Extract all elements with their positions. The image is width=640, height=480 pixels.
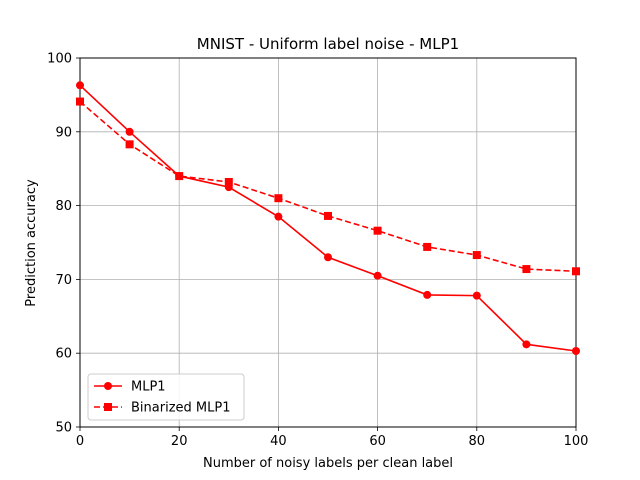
data-point [373,271,382,280]
y-tick-label: 100 [47,52,72,67]
y-tick-label: 60 [55,347,72,362]
data-point [522,340,531,349]
y-tick-label: 90 [55,125,72,140]
data-point [373,226,382,235]
data-point [572,267,580,276]
data-point [423,242,432,251]
x-tick-label: 80 [469,434,486,449]
data-point [274,212,283,221]
data-point [224,177,233,186]
x-tick-label: 60 [369,434,386,449]
x-tick-label: 20 [171,434,188,449]
legend-label: Binarized MLP1 [131,401,230,416]
chart-title: MNIST - Uniform label noise - MLP1 [197,35,459,53]
data-point [572,346,580,355]
data-point [522,265,531,274]
x-axis-title: Number of noisy labels per clean label [203,456,453,471]
legend: MLP1 Binarized MLP1 [87,373,245,421]
y-axis-title: Prediction accuracy [24,179,39,307]
legend-item: MLP1 [94,380,166,395]
data-point [125,140,134,149]
data-point [324,211,332,220]
series-binarized-mlp1 [76,97,580,276]
series-line [79,100,577,273]
y-tick-label: 80 [55,199,72,214]
data-point [274,194,283,203]
legend-label: MLP1 [131,380,166,395]
data-point [472,291,481,300]
data-point [125,127,134,136]
grid-lines [79,57,577,428]
x-tick-label: 0 [76,434,84,449]
data-point [76,97,84,106]
data-point [76,81,84,90]
y-tick-label: 50 [55,421,72,436]
data-point [324,253,332,262]
x-tick-label: 40 [270,434,287,449]
legend-marker [104,403,112,411]
legend-item: Binarized MLP1 [94,401,230,416]
data-point [472,251,481,260]
legend-box [87,373,245,421]
data-point [175,172,184,181]
legend-marker [104,382,112,390]
y-tick-label: 70 [55,273,72,288]
x-tick-label: 100 [564,434,589,449]
plot-frame [79,57,577,428]
data-point [423,290,432,299]
